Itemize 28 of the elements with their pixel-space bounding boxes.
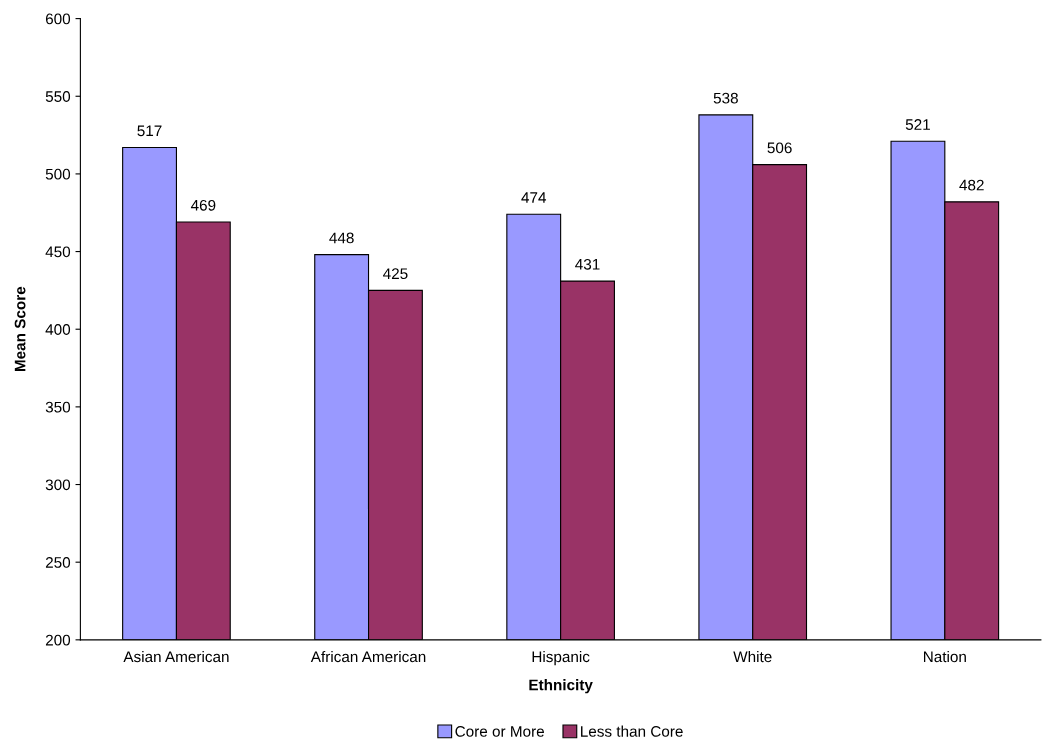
y-tick-label: 550 (45, 91, 71, 102)
data-label: 538 (713, 92, 738, 104)
legend-label: Less than Core (581, 725, 683, 737)
data-label: 469 (190, 199, 216, 211)
data-label: 474 (521, 192, 547, 203)
x-tick-label: Nation (923, 650, 966, 663)
data-label: 425 (383, 268, 408, 280)
x-tick-label: Hispanic (532, 650, 590, 666)
x-tick-label: Asian American (123, 650, 229, 663)
y-tick-label: 400 (45, 324, 71, 335)
legend-label: Core or More (455, 725, 544, 737)
data-label: 521 (905, 119, 930, 130)
y-tick-label: 500 (45, 168, 71, 180)
x-tick-label: African American (310, 650, 426, 663)
x-axis-title: Ethnicity (529, 679, 593, 694)
y-tick-label: 350 (45, 401, 71, 413)
y-tick-label: 200 (45, 634, 71, 646)
data-label: 482 (959, 179, 984, 191)
y-tick-label: 300 (45, 479, 71, 491)
y-tick-label: 250 (45, 557, 71, 568)
data-label: 431 (575, 258, 600, 270)
x-tick-label: White (733, 650, 772, 663)
data-label: 517 (137, 125, 162, 137)
y-tick-label: 450 (45, 246, 71, 258)
y-tick-label: 600 (45, 13, 71, 25)
y-axis-title: Mean Score (14, 286, 26, 372)
data-label: 448 (329, 232, 354, 244)
data-label: 506 (767, 142, 792, 154)
